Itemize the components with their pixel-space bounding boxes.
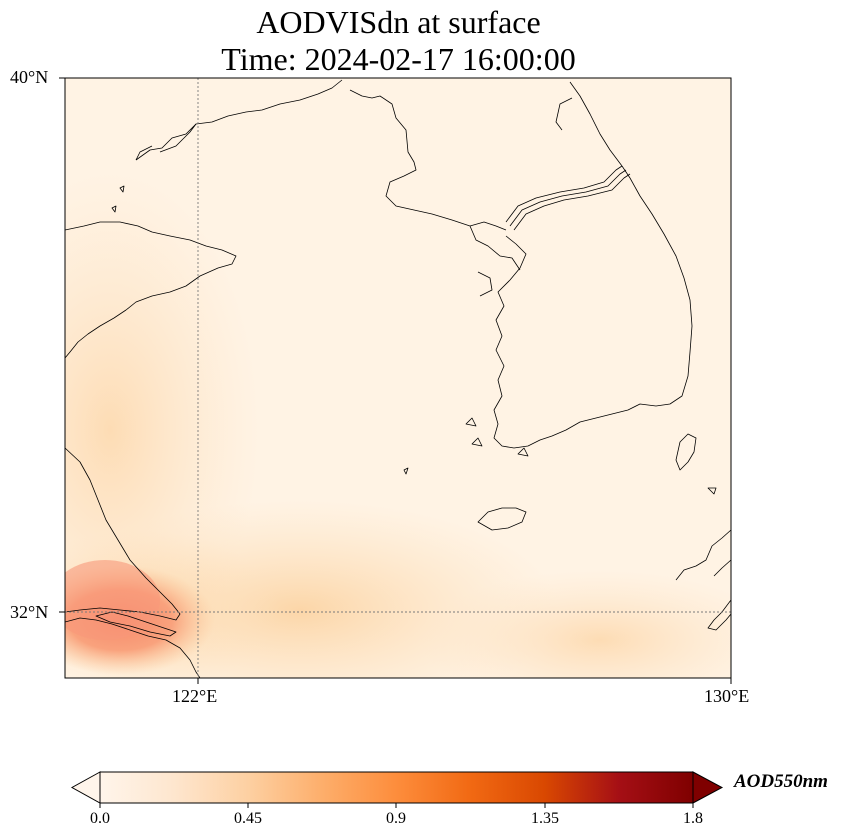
coastline-bohai-west xyxy=(135,123,197,161)
border-line-b xyxy=(509,169,627,227)
colorbar-tick-label: 0.0 xyxy=(90,810,110,827)
axis-ticks xyxy=(59,77,732,684)
coastline-korea xyxy=(493,165,693,449)
gridlines xyxy=(65,78,731,678)
coastline-kyushu xyxy=(675,487,731,631)
coastline-liaodong xyxy=(135,79,507,231)
coastline-korea-northwest xyxy=(469,225,521,297)
coastline-korea-east xyxy=(555,81,623,167)
colorbar-tick-label: 1.35 xyxy=(531,810,559,827)
colorbar-label: AOD550nm xyxy=(734,771,828,792)
colorbar xyxy=(70,771,724,808)
coastline-shandong xyxy=(65,221,237,359)
colorbar-tick-label: 0.45 xyxy=(234,810,262,827)
coastline-yangtze-estuary xyxy=(65,617,201,678)
aod-hotspot-core xyxy=(65,560,160,640)
lon-label-122e: 122°E xyxy=(172,686,218,706)
colorbar-body xyxy=(100,772,693,803)
coastline-chongming xyxy=(95,611,177,637)
map-title: AODVISdn at surface xyxy=(256,4,541,40)
lat-label-32n: 32°N xyxy=(10,602,49,622)
colorbar-extend-low xyxy=(70,771,101,804)
coastline-jeju xyxy=(477,507,527,531)
coastline-jiangsu xyxy=(65,447,181,621)
map-time-subtitle: Time: 2024-02-17 16:00:00 xyxy=(221,41,576,77)
coastline-tsushima xyxy=(675,433,697,471)
islands-korea-southwest xyxy=(111,185,529,475)
lon-label-130e: 130°E xyxy=(704,686,750,706)
border-line-c xyxy=(513,173,631,231)
aod-southeast-band xyxy=(420,570,731,678)
colorbar-extend-high xyxy=(692,771,724,804)
border-line-a xyxy=(505,165,623,223)
lat-label-40n: 40°N xyxy=(10,67,49,87)
map-frame xyxy=(64,77,732,679)
colorbar-tick-label: 0.9 xyxy=(386,810,406,827)
coastlines xyxy=(65,79,731,678)
aod-field xyxy=(65,78,731,678)
colorbar-tick-label: 1.8 xyxy=(683,810,703,827)
